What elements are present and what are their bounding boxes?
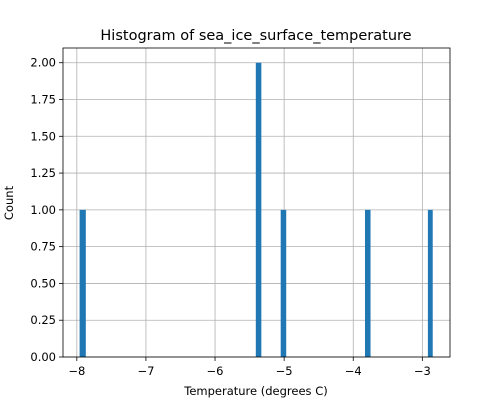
y-tick-label: 0.00 [30,350,56,364]
bars-layer [79,62,433,357]
histogram-bar [255,62,262,357]
y-tick-label: 1.25 [30,166,56,180]
histogram-bar [364,209,371,357]
y-tick-label: 0.50 [30,276,56,290]
x-tick-label: −7 [137,364,154,378]
y-tick-label: 0.25 [30,313,56,327]
histogram-bar [79,209,86,357]
x-tick-label: −4 [345,364,362,378]
y-tick-label: 1.75 [30,93,56,107]
y-axis-label: Count [2,185,16,220]
y-tick-label: 0.75 [30,240,56,254]
x-tick-label: −5 [276,364,293,378]
x-tick-label: −3 [414,364,431,378]
histogram-bar [280,209,287,357]
y-tick-label: 1.50 [30,129,56,143]
y-tick-label: 2.00 [30,56,56,70]
x-tick-label: −6 [207,364,224,378]
chart-title: Histogram of sea_ice_surface_temperature [100,28,411,44]
plot-area-frame [62,47,451,358]
histogram-bar [427,209,433,357]
y-tick-label: 1.00 [30,203,56,217]
x-axis-label: Temperature (degrees C) [183,384,327,398]
x-tick-label: −8 [68,364,85,378]
ticks-layer: −8 −7 −6 −5 −4 −3 0.00 0.25 0.50 0.75 1.00 1.25 1.50… [30,56,430,378]
